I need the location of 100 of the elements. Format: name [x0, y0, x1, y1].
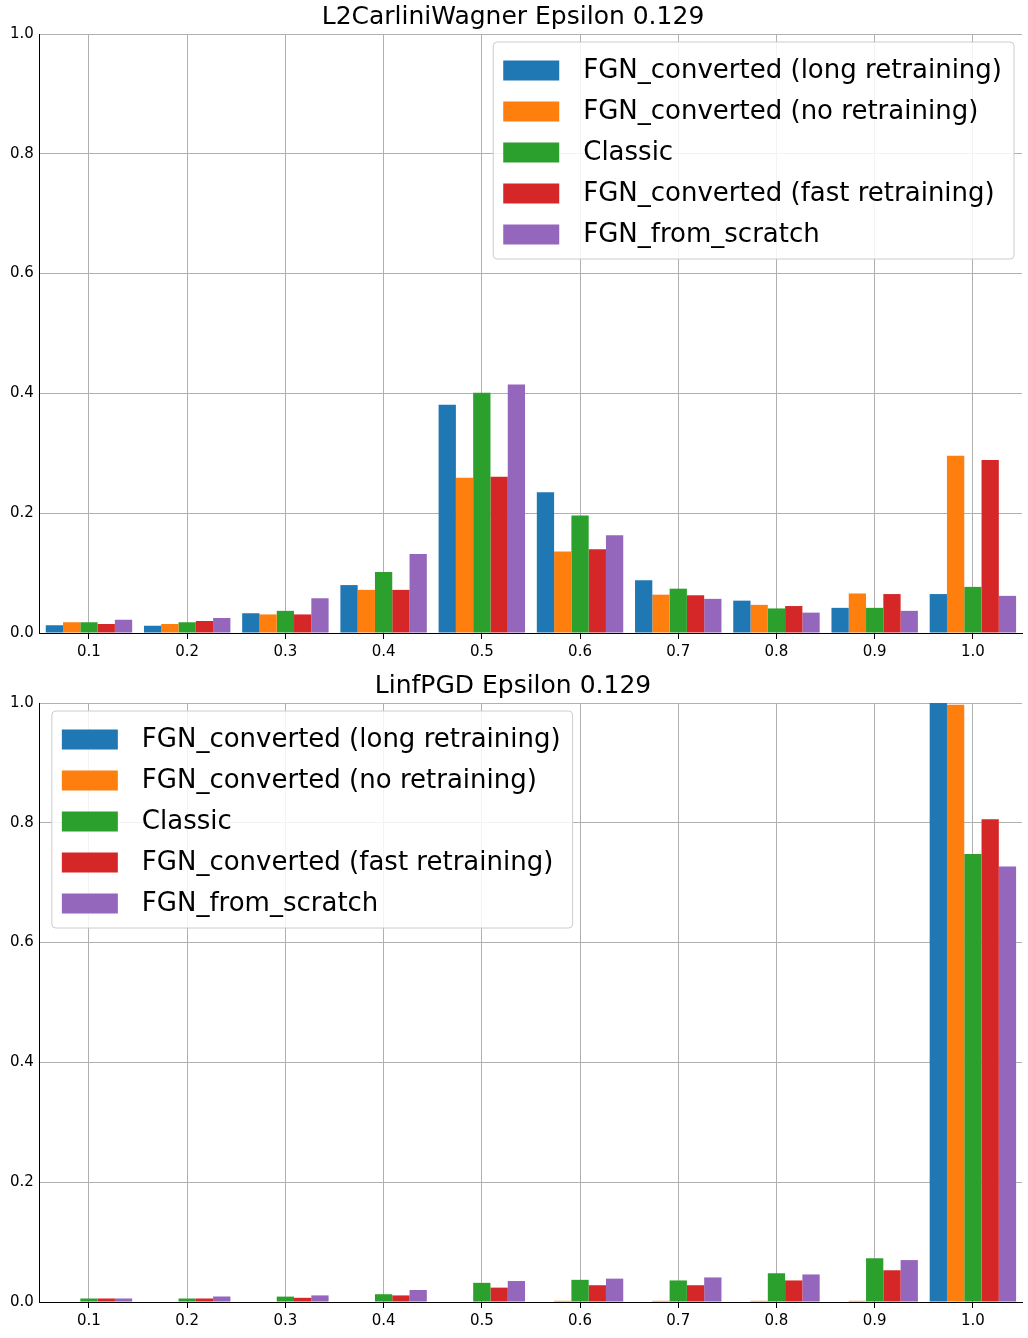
bar: [507, 1281, 526, 1302]
bar: [802, 1274, 820, 1302]
bar: [929, 703, 947, 1302]
x-tick-label: 1.0: [960, 641, 985, 660]
y-tick-label: 0.8: [10, 143, 34, 162]
bar: [213, 1296, 231, 1302]
y-tick-label: 0.4: [10, 383, 34, 402]
y-tick-label: 0.6: [10, 932, 34, 951]
x-tick-label: 0.6: [568, 1310, 592, 1329]
bar: [409, 553, 427, 633]
x-tick-label: 0.2: [175, 1310, 200, 1329]
bar: [357, 589, 375, 633]
legend-label: FGN_from_scratch: [583, 218, 820, 249]
bar: [473, 392, 491, 633]
bar: [605, 1278, 624, 1302]
x-tick-label: 0.9: [862, 641, 887, 660]
legend-label: FGN_converted (no retraining): [583, 95, 979, 126]
chart-title: L2CarliniWagner Epsilon 0.129: [321, 0, 705, 30]
y-tick-label: 0.6: [10, 263, 34, 282]
bar: [981, 819, 999, 1302]
y-tick-label: 0.0: [10, 622, 34, 641]
bar: [571, 515, 589, 633]
bar: [900, 610, 918, 633]
bar: [605, 535, 624, 633]
bar: [704, 1277, 722, 1302]
chart-title: LinfPGD Epsilon 0.129: [374, 669, 652, 699]
legend-label: Classic: [583, 136, 674, 167]
x-tick-label: 0.3: [273, 641, 298, 660]
bar: [946, 704, 965, 1302]
x-tick-label: 0.8: [764, 641, 789, 660]
bar: [883, 1270, 901, 1302]
bar: [981, 459, 999, 633]
y-tick-label: 1.0: [10, 692, 34, 711]
x-tick-label: 0.5: [469, 1310, 494, 1329]
bar: [554, 551, 572, 633]
bar: [213, 618, 231, 633]
y-tick-label: 0.2: [10, 503, 34, 522]
bar: [178, 1298, 196, 1302]
bar: [767, 1273, 786, 1302]
y-tick-label: 0.2: [10, 1172, 34, 1191]
x-tick-label: 0.4: [371, 641, 396, 660]
bar: [802, 612, 820, 633]
legend-label: Classic: [141, 805, 232, 836]
x-tick-label: 0.5: [469, 641, 494, 660]
bar: [63, 622, 81, 633]
bar: [785, 1280, 803, 1302]
bar: [143, 625, 162, 633]
bar: [455, 477, 474, 633]
bar: [750, 604, 768, 633]
x-tick-label: 1.0: [960, 1310, 985, 1329]
y-tick-label: 0.4: [10, 1052, 34, 1071]
x-tick-label: 0.1: [77, 641, 101, 660]
bar: [866, 1258, 884, 1302]
bar: [635, 580, 653, 633]
bar: [374, 571, 393, 633]
bar: [686, 595, 705, 633]
bar: [733, 600, 751, 633]
y-tick-label: 0.0: [10, 1291, 34, 1310]
bar: [114, 619, 133, 633]
bar: [848, 593, 867, 633]
bar: [311, 1295, 329, 1302]
bar: [161, 624, 179, 633]
bar: [178, 622, 196, 633]
bar: [946, 455, 965, 633]
bar: [438, 404, 456, 633]
legend-label: FGN_from_scratch: [141, 887, 379, 918]
y-tick-label: 0.8: [10, 812, 34, 831]
x-tick-label: 0.2: [175, 641, 200, 660]
bar: [311, 598, 329, 633]
bar: [964, 853, 982, 1302]
bar: [490, 476, 508, 633]
bar: [785, 606, 803, 633]
legend-label: FGN_converted (long retraining): [141, 723, 561, 754]
bar: [259, 614, 277, 633]
bar: [490, 1287, 508, 1302]
x-tick-label: 0.8: [764, 1310, 789, 1329]
bar: [340, 585, 358, 633]
bar: [276, 1296, 295, 1302]
bar: [998, 866, 1017, 1302]
x-tick-label: 0.4: [371, 1310, 396, 1329]
bar: [588, 549, 606, 633]
bar: [507, 384, 526, 633]
y-tick-label: 1.0: [10, 23, 34, 42]
bar: [45, 625, 64, 633]
bar: [114, 1298, 133, 1302]
bar: [964, 586, 982, 633]
bar: [929, 594, 947, 633]
legend-label: FGN_converted (no retraining): [141, 764, 537, 795]
bar: [571, 1279, 589, 1302]
bar: [374, 1294, 393, 1302]
bar: [686, 1285, 705, 1302]
bar: [588, 1285, 606, 1302]
bar: [883, 594, 901, 633]
bar: [294, 1297, 312, 1302]
bar: [242, 613, 260, 633]
bar: [294, 614, 312, 633]
bar: [900, 1260, 918, 1302]
x-tick-label: 0.1: [77, 1310, 101, 1329]
bar: [409, 1290, 427, 1302]
bar: [669, 1280, 687, 1302]
